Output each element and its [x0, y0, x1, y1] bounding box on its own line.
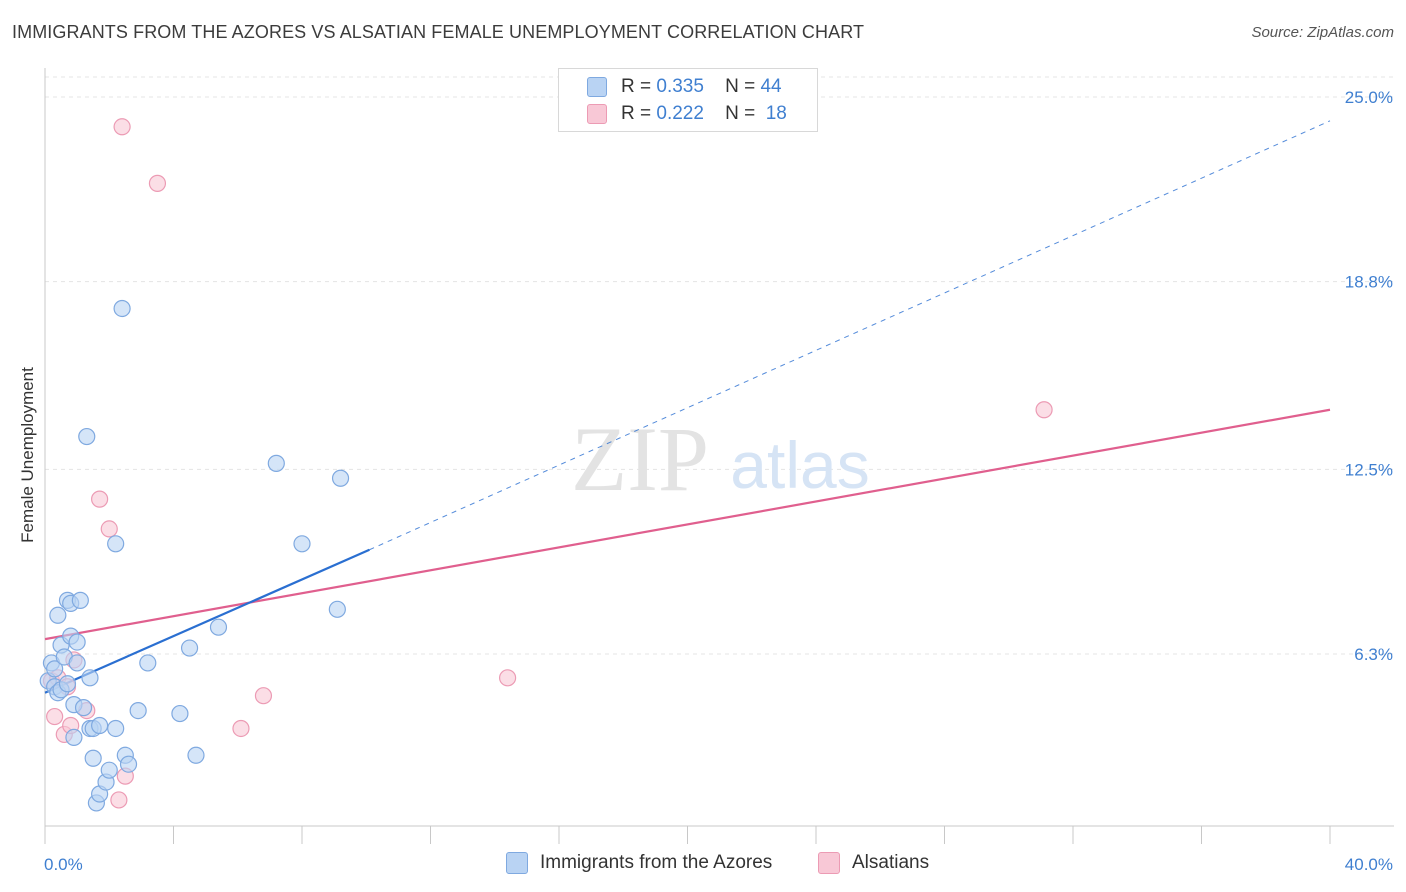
data-point-azores [113, 299, 131, 318]
axes [44, 68, 1394, 844]
data-point-azores [81, 669, 99, 687]
data-points [39, 118, 1053, 812]
legend-n-value: 18 [765, 103, 787, 124]
legend-n-value: 44 [760, 76, 782, 97]
watermark-zip: ZIP [571, 408, 709, 510]
data-point-azores [293, 535, 311, 553]
legend-label-azores: Immigrants from the Azores [540, 852, 773, 873]
y-axis-label: Female Unemployment [18, 367, 37, 543]
data-point-azores [68, 654, 86, 672]
legend-n-label: N = [725, 103, 756, 124]
data-point-azores [78, 427, 96, 446]
data-point-alsatians [1035, 401, 1053, 419]
data-point-azores [91, 716, 109, 735]
legend-row-alsatians: R = 0.222 N = 18 [587, 102, 787, 126]
legend-item-azores: Immigrants from the Azores [506, 852, 772, 874]
grid [45, 76, 1394, 655]
legend-r-value: 0.222 [656, 103, 704, 124]
data-point-azores [84, 749, 102, 767]
data-point-azores [267, 454, 285, 472]
chart-title: IMMIGRANTS FROM THE AZORES VS ALSATIAN F… [12, 22, 865, 42]
data-point-alsatians [110, 791, 128, 809]
watermark-atlas: atlas [730, 428, 869, 502]
data-point-alsatians [232, 719, 250, 738]
legend-r-label: R = [621, 76, 652, 97]
data-point-alsatians [499, 669, 517, 687]
legend-r-value: 0.335 [656, 76, 704, 97]
trend-lines [44, 120, 1331, 694]
data-point-azores [65, 728, 83, 747]
data-point-azores [58, 675, 77, 693]
x-tick-label: 40.0% [1345, 855, 1393, 874]
legend-top: R = 0.335 N = 44 R = 0.222 N = 18 [558, 68, 818, 132]
data-point-azores [107, 719, 125, 738]
data-point-azores [209, 618, 228, 636]
watermark: ZIP atlas [571, 408, 870, 510]
x-tick-label: 0.0% [44, 855, 83, 874]
data-point-azores [331, 469, 350, 487]
data-point-azores [107, 535, 125, 553]
data-point-alsatians [46, 707, 64, 726]
legend-swatch-alsatians [587, 104, 607, 124]
data-point-azores [129, 701, 147, 720]
legend-r-label: R = [621, 103, 652, 124]
data-point-azores [68, 633, 86, 651]
data-point-azores [187, 746, 205, 764]
legend-row-azores: R = 0.335 N = 44 [587, 75, 782, 99]
data-point-azores [49, 606, 67, 624]
trend-line-azores [44, 548, 370, 694]
legend-n-label: N = [725, 76, 756, 97]
source-label: Source: ZipAtlas.com [1251, 24, 1394, 41]
data-point-alsatians [254, 687, 273, 705]
data-point-azores [180, 639, 199, 657]
legend-swatch-azores [506, 852, 528, 874]
tick-labels: 6.3% 12.5% 18.8% 25.0% 0.0% 40.0% [44, 88, 1393, 874]
y-tick-label: 18.8% [1345, 273, 1393, 292]
data-point-azores [119, 755, 138, 773]
data-point-alsatians [100, 520, 118, 538]
legend-swatch-azores [587, 77, 607, 97]
trend-line-alsatians [44, 408, 1331, 641]
y-tick-label: 6.3% [1354, 645, 1393, 664]
legend-swatch-alsatians [818, 852, 840, 874]
data-point-azores [71, 591, 89, 609]
data-point-azores [100, 761, 118, 779]
data-point-azores [139, 654, 157, 672]
data-point-azores [328, 600, 346, 618]
y-tick-label: 12.5% [1345, 460, 1393, 479]
data-point-alsatians [113, 118, 131, 136]
data-point-azores [46, 660, 64, 678]
y-tick-label: 25.0% [1345, 88, 1393, 107]
data-point-alsatians [148, 174, 167, 192]
data-point-alsatians [91, 490, 109, 508]
legend-item-alsatians: Alsatians [818, 852, 929, 874]
data-point-azores [74, 699, 93, 717]
data-point-azores [171, 704, 189, 723]
legend-label-alsatians: Alsatians [852, 852, 930, 873]
